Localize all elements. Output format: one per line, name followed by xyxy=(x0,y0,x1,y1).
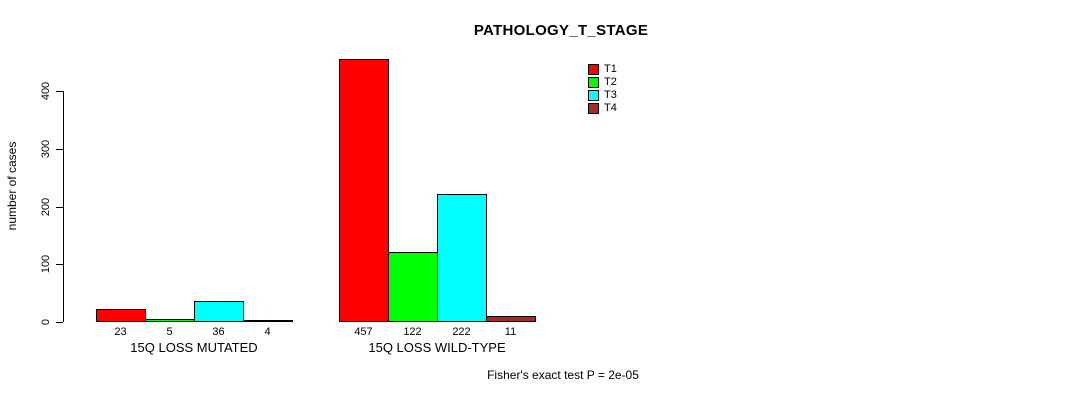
y-axis-line xyxy=(63,91,64,322)
bar-t4-group2 xyxy=(486,316,536,322)
group-label: 15Q LOSS MUTATED xyxy=(130,340,258,355)
bar-t3-group1 xyxy=(194,301,244,322)
bar-value-label: 5 xyxy=(166,326,173,338)
legend-swatch-t2 xyxy=(588,77,599,88)
y-tick-label-text: 200 xyxy=(40,197,52,217)
legend-swatch-t4 xyxy=(588,103,599,114)
y-tick-mark xyxy=(56,264,63,265)
bar-value-label: 4 xyxy=(264,326,271,338)
bar-value-label: 457 xyxy=(354,326,373,338)
bar-t1-group1 xyxy=(96,309,146,322)
group-label: 15Q LOSS WILD-TYPE xyxy=(368,340,506,355)
bar-t4-group1 xyxy=(243,320,293,322)
bar-t2-group1 xyxy=(145,319,195,322)
bar-t1-group2 xyxy=(339,59,389,322)
chart-title: PATHOLOGY_T_STAGE xyxy=(473,22,649,39)
y-tick-mark xyxy=(56,322,63,323)
legend-label: T3 xyxy=(604,89,617,101)
bar-value-label: 122 xyxy=(403,326,422,338)
bar-value-label: 222 xyxy=(452,326,471,338)
bar-t3-group2 xyxy=(437,194,487,322)
y-tick-label-text: 0 xyxy=(40,318,52,326)
legend-label: T4 xyxy=(604,102,617,114)
y-tick-mark xyxy=(56,149,63,150)
y-tick-mark xyxy=(56,91,63,92)
y-tick-mark xyxy=(56,207,63,208)
y-axis-title-text: number of cases xyxy=(5,141,19,231)
y-tick-label-text: 300 xyxy=(40,139,52,159)
legend-swatch-t3 xyxy=(588,90,599,101)
legend-label: T2 xyxy=(604,76,617,88)
statistical-test-annotation: Fisher's exact test P = 2e-05 xyxy=(487,368,639,382)
y-tick-label-text: 100 xyxy=(40,254,52,274)
bar-value-label: 23 xyxy=(114,326,127,338)
legend-label: T1 xyxy=(604,63,617,75)
bar-value-label: 36 xyxy=(212,326,225,338)
legend-swatch-t1 xyxy=(588,64,599,75)
bar-value-label: 11 xyxy=(504,326,517,338)
bar-t2-group2 xyxy=(388,252,438,322)
y-tick-label-text: 400 xyxy=(40,81,52,101)
